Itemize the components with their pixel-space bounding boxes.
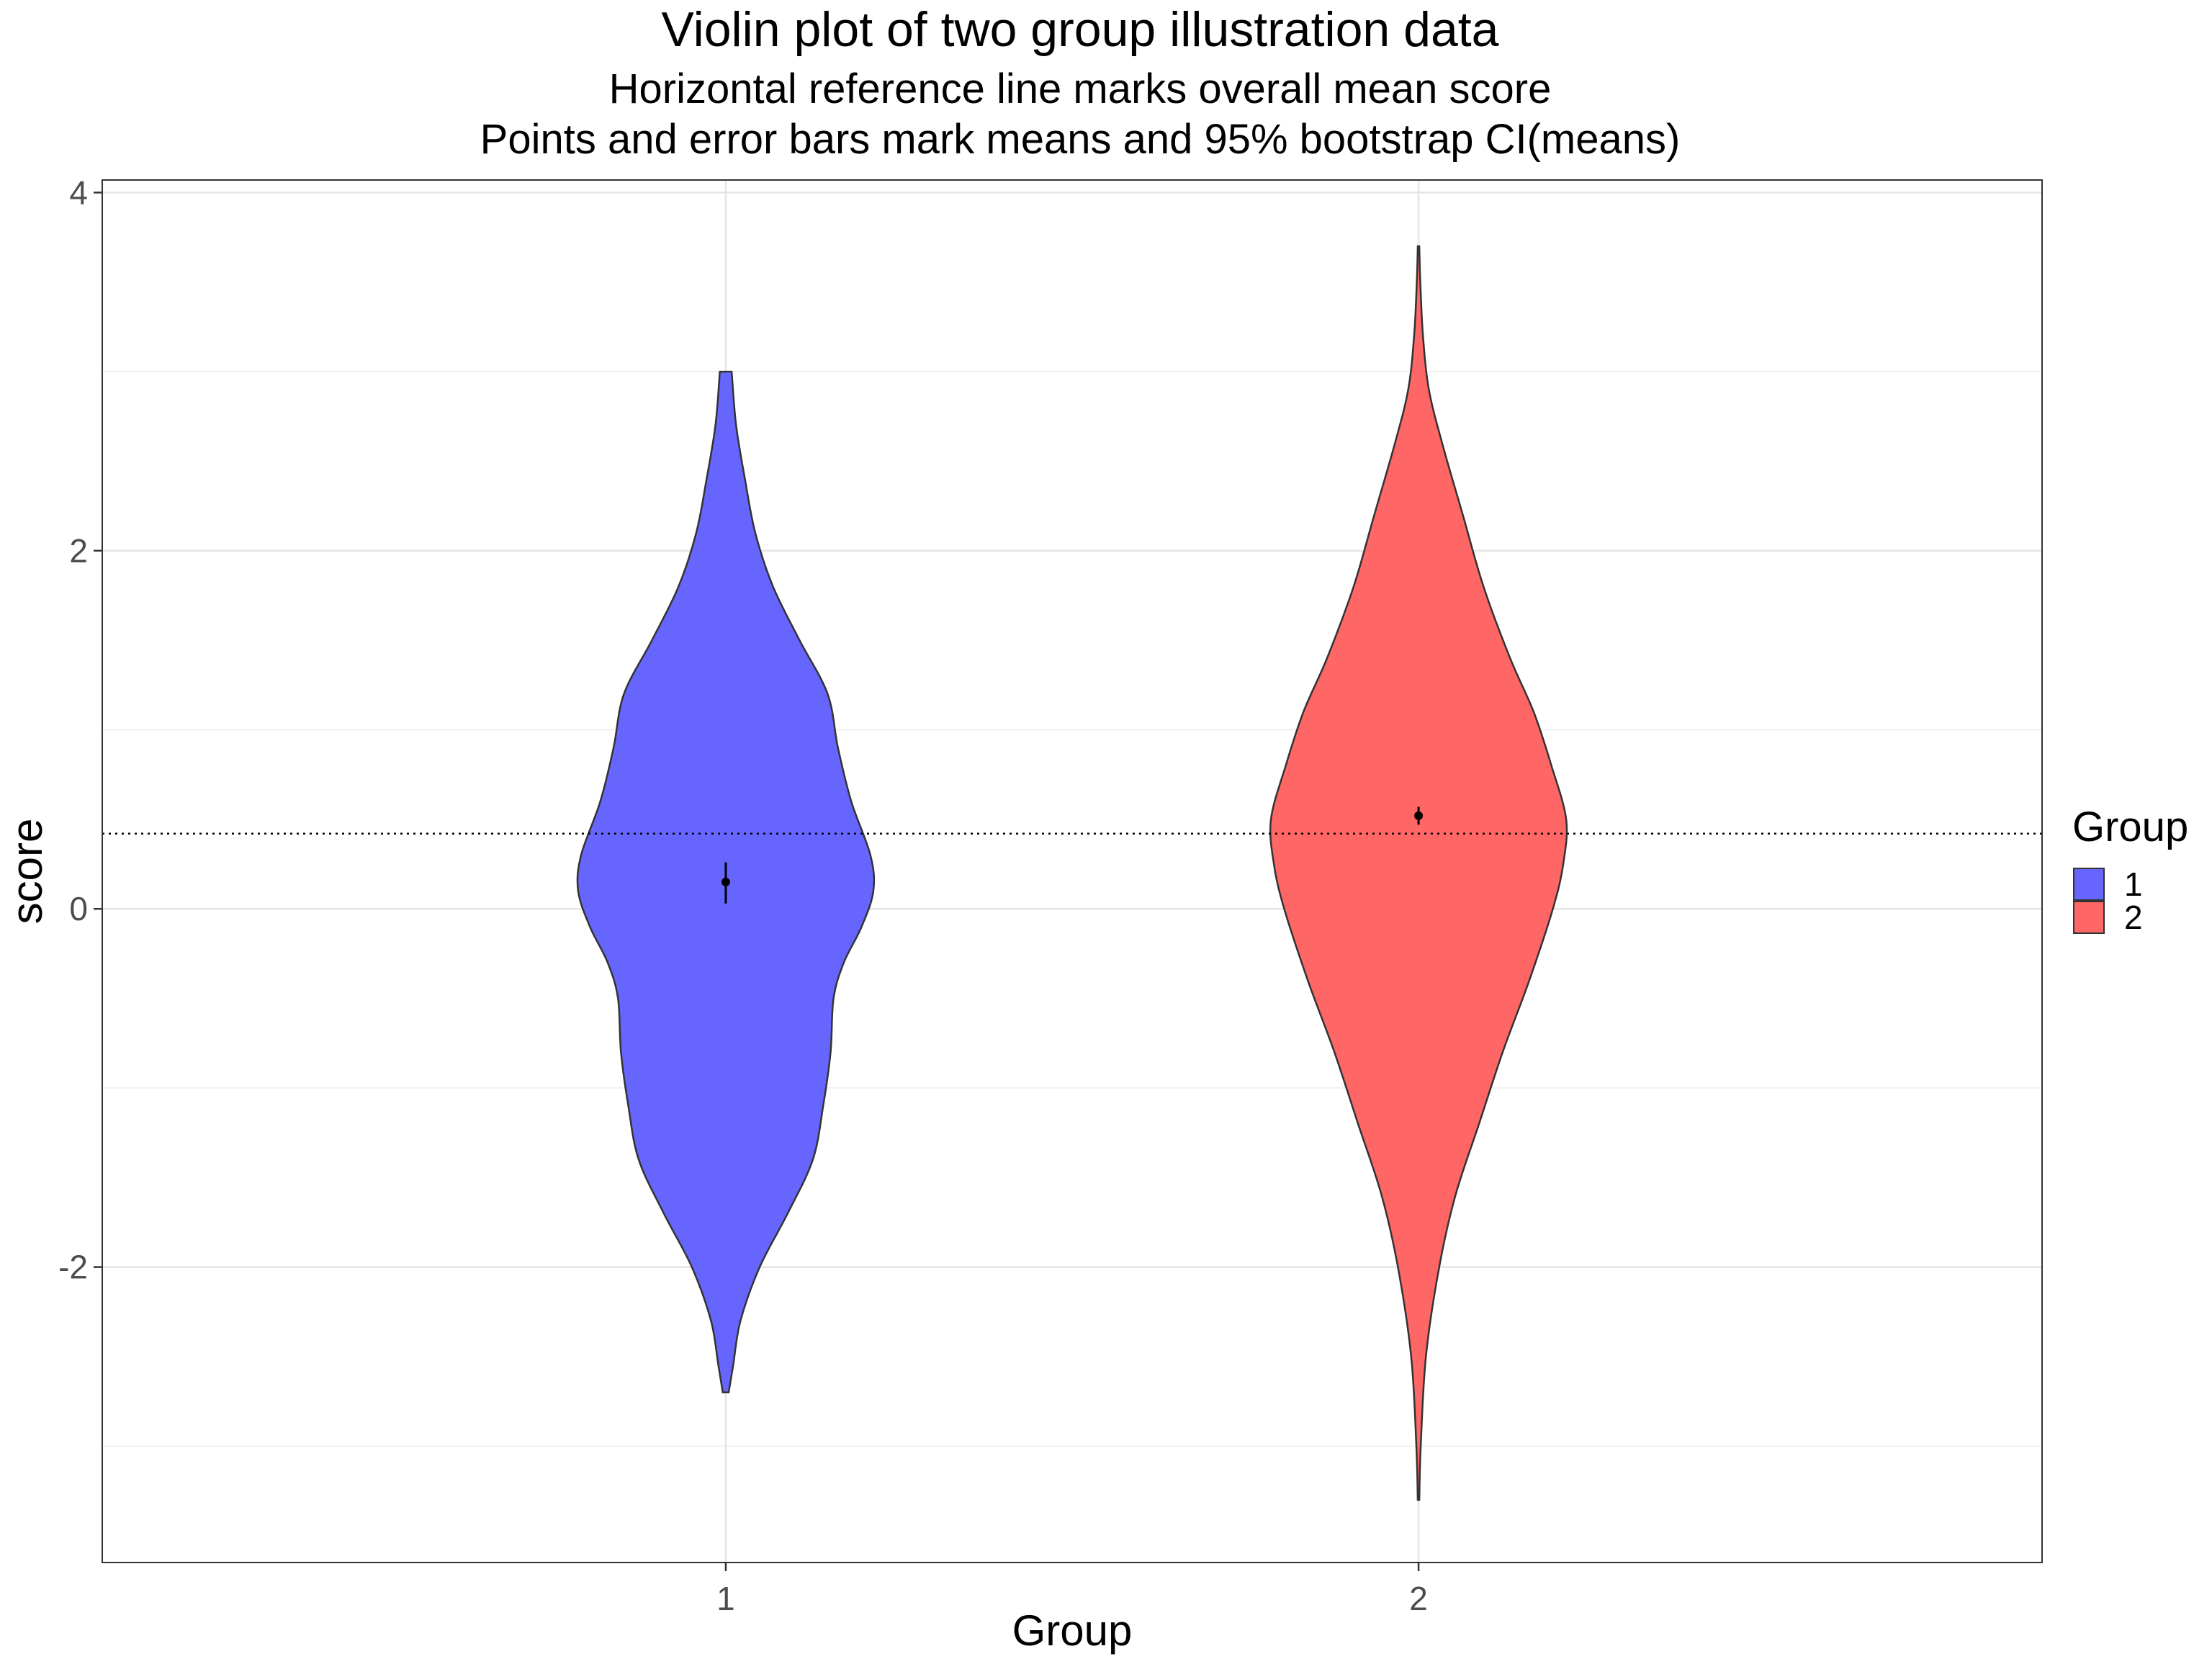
panel-border xyxy=(102,179,2043,1563)
y-axis-title: score xyxy=(3,819,51,925)
x-tick-label: 1 xyxy=(716,1580,735,1617)
legend: Group 1 2 xyxy=(2072,804,2188,936)
chart-title: Violin plot of two group illustration da… xyxy=(661,2,1499,57)
mean-point-group-2 xyxy=(1414,811,1424,820)
x-axis-title: Group xyxy=(1012,1606,1133,1655)
y-tick-label: 4 xyxy=(69,174,88,211)
mean-ci-layer xyxy=(721,806,1424,904)
y-tick-label: 2 xyxy=(69,532,88,570)
y-tick-label: 0 xyxy=(69,890,88,927)
violin-group-2 xyxy=(1269,245,1568,1501)
y-tick-label: -2 xyxy=(58,1249,88,1286)
legend-title: Group xyxy=(2072,804,2188,850)
x-tick-label: 2 xyxy=(1409,1580,1428,1617)
axis-layer: -2 0 2 4 1 2 xyxy=(58,174,1428,1617)
legend-key-group-1 xyxy=(2073,868,2105,901)
chart-subtitle-2: Points and error bars mark means and 95%… xyxy=(480,116,1681,163)
grid-layer xyxy=(102,180,2042,1563)
mean-point-group-1 xyxy=(721,877,730,886)
chart-subtitle-1: Horizontal reference line marks overall … xyxy=(608,66,1552,112)
legend-label-group-1: 1 xyxy=(2124,866,2143,903)
legend-label-group-2: 2 xyxy=(2124,899,2143,936)
legend-key-group-2 xyxy=(2073,901,2105,934)
